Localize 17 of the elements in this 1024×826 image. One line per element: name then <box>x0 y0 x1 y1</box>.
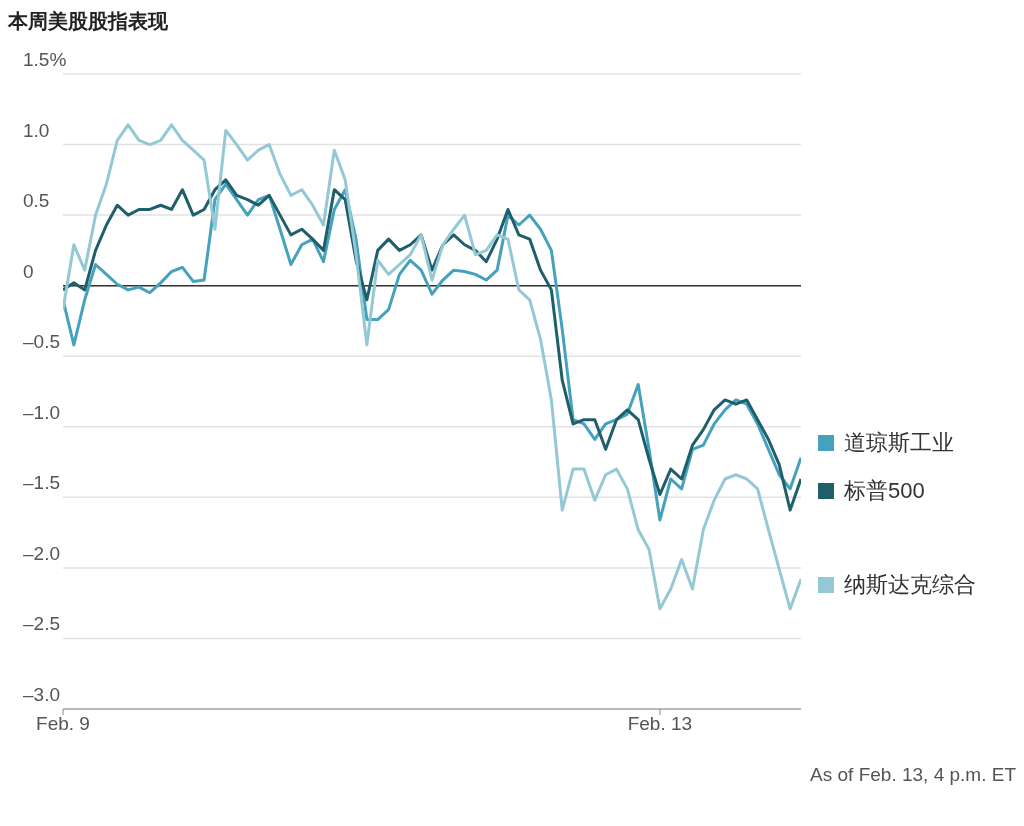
legend-label: 道琼斯工业 <box>844 429 954 457</box>
x-tick-label: Feb. 9 <box>36 713 90 735</box>
y-tick-label: –2.0 <box>23 542 60 564</box>
chart-title: 本周美股股指表现 <box>8 9 168 34</box>
y-tick-label: 0 <box>23 260 34 282</box>
y-tick-label: –1.5 <box>23 472 60 494</box>
x-tick-label: Feb. 13 <box>627 713 693 735</box>
y-tick-label: –0.5 <box>23 331 60 353</box>
legend-label: 标普500 <box>844 477 925 505</box>
legend-label: 纳斯达克综合 <box>844 571 976 599</box>
y-tick-label: 1.5% <box>23 49 67 70</box>
y-tick-label: –3.0 <box>23 684 60 705</box>
y-tick-label: –2.5 <box>23 613 60 635</box>
y-tick-label: –1.0 <box>23 401 60 423</box>
text: As of Feb. 13, 4 p.m. ET <box>810 764 1016 786</box>
y-tick-label: 1.0 <box>23 119 50 141</box>
y-tick-label: 0.5 <box>23 190 50 212</box>
